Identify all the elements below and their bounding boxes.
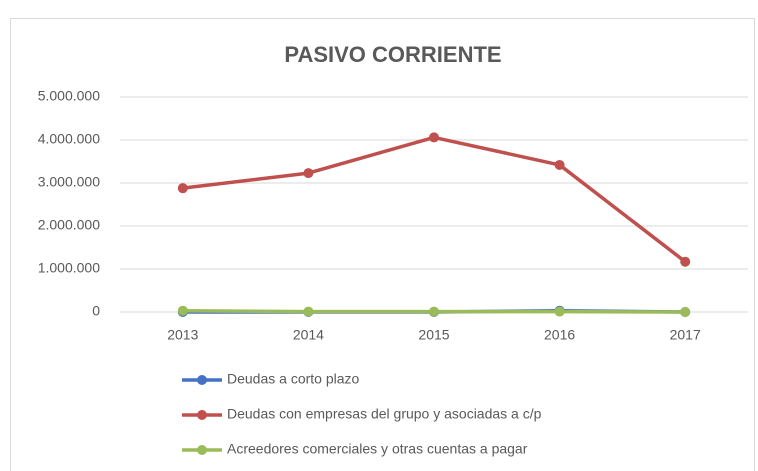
y-tick-label: 1.000.000 [38,260,100,276]
x-tick-label: 2016 [544,327,575,343]
data-point [554,306,565,317]
y-tick-label: 4.000.000 [38,131,100,147]
y-tick-label: 2.000.000 [38,217,100,233]
data-point [429,132,439,143]
y-tick-label: 0 [92,303,100,319]
x-tick-label: 2014 [293,327,324,343]
data-point [303,168,314,179]
legend-marker [197,445,207,455]
y-tick-label: 5.000.000 [38,88,100,104]
data-point [554,159,565,170]
chart-frame [10,18,755,471]
legend-label: Deudas a corto plazo [227,371,360,387]
data-point [177,305,188,316]
data-point [429,306,439,317]
y-tick-label: 3.000.000 [38,174,100,190]
legend-label: Acreedores comerciales y otras cuentas a… [227,441,528,457]
legend-label: Deudas con empresas del grupo y asociada… [227,406,542,422]
data-point [680,307,691,317]
legend-marker [197,410,207,420]
x-tick-label: 2013 [167,327,198,343]
x-tick-label: 2017 [670,327,701,343]
data-point [680,256,691,267]
legend-marker [197,375,207,385]
data-point [303,306,314,317]
x-tick-label: 2015 [418,327,449,343]
data-point [177,183,188,194]
chart-title: PASIVO CORRIENTE [284,42,501,67]
